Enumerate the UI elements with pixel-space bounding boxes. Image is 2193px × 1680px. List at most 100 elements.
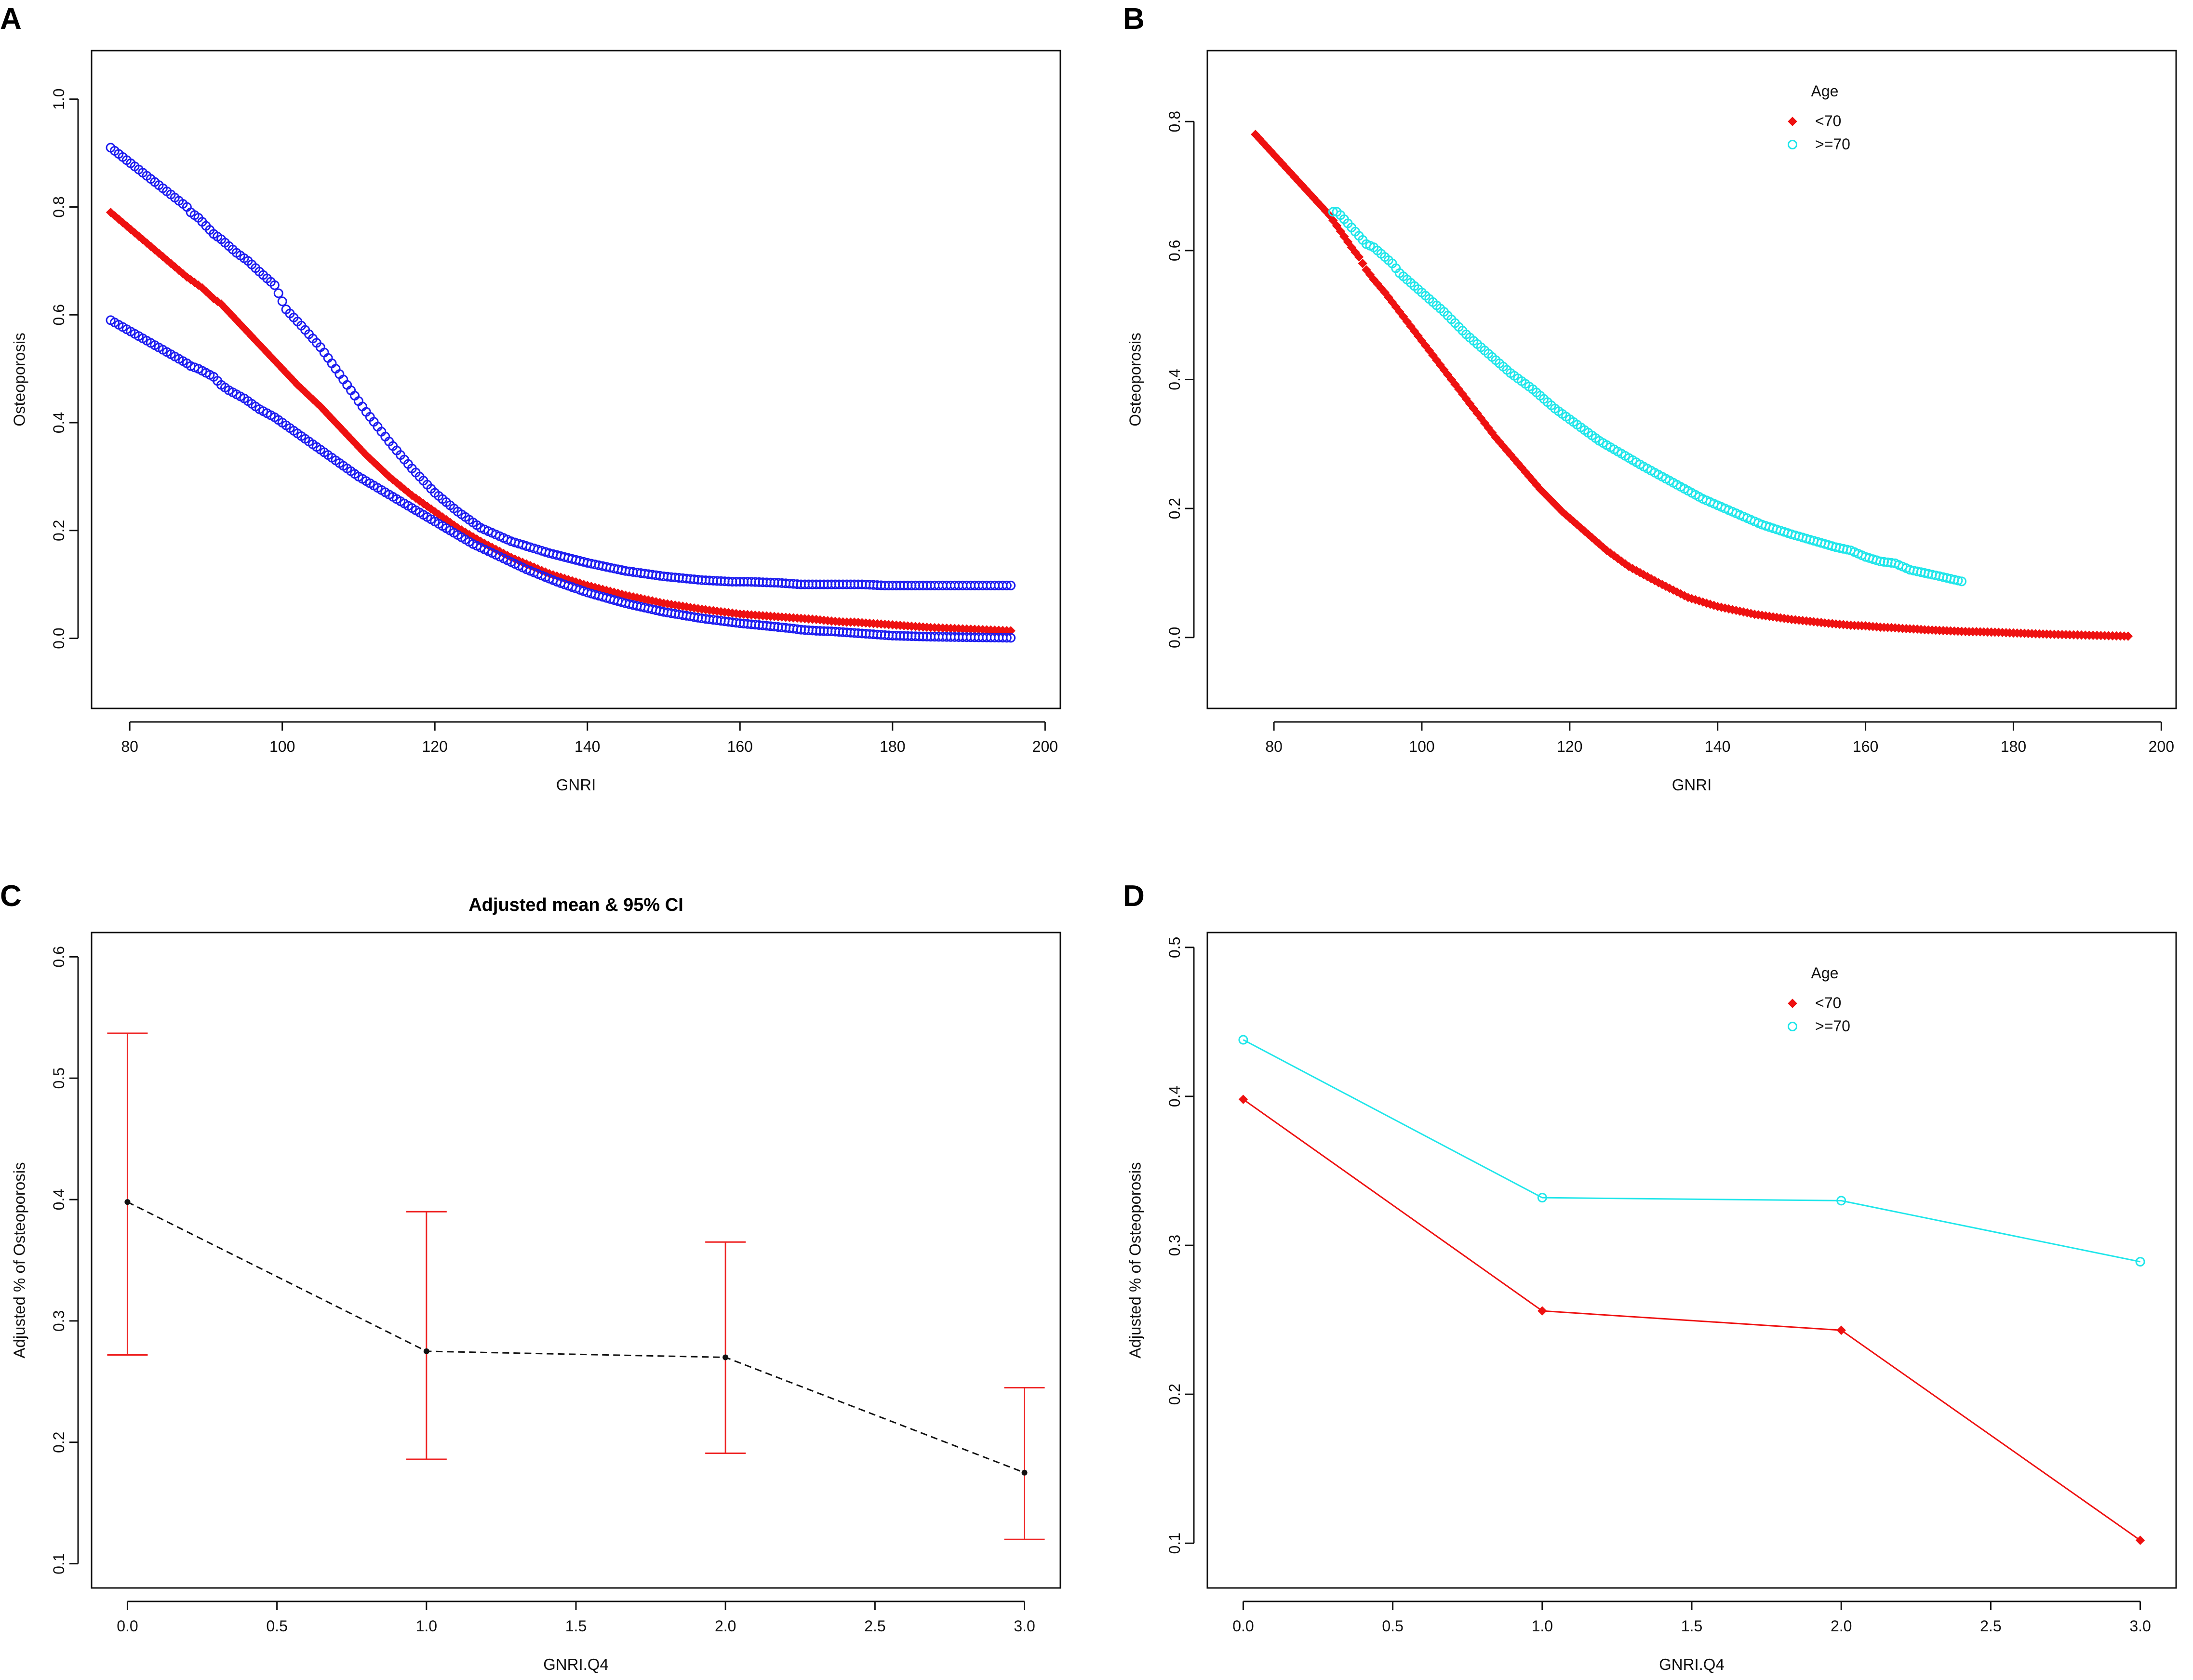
data-point bbox=[1336, 226, 1345, 236]
legend-marker bbox=[1788, 140, 1797, 149]
y-tick-label: 0.0 bbox=[50, 627, 67, 649]
data-point bbox=[1328, 215, 1338, 226]
y-tick-label: 0.5 bbox=[1166, 937, 1183, 958]
legend-marker bbox=[1788, 1022, 1797, 1031]
x-tick-label: 0.0 bbox=[1232, 1617, 1254, 1635]
x-axis-title: GNRI.Q4 bbox=[1659, 1655, 1725, 1673]
data-point bbox=[1358, 258, 1367, 268]
x-tick-label: 100 bbox=[1409, 738, 1434, 755]
plot-frame bbox=[91, 50, 1061, 709]
data-point bbox=[118, 218, 128, 227]
plot-frame bbox=[1206, 50, 2177, 709]
x-tick-label: 1.0 bbox=[1532, 1617, 1553, 1635]
y-tick-label: 0.2 bbox=[50, 520, 67, 541]
series-70 bbox=[1328, 207, 1967, 587]
data-point bbox=[277, 296, 287, 307]
y-tick-label: 0.1 bbox=[50, 1553, 67, 1574]
data-point bbox=[1957, 576, 1967, 587]
series-lower-95-ci bbox=[106, 315, 1016, 643]
panel-b-chart: 80 100 120 140 160 180 200 0.0 0.2 0.4 0.6 0.8 GNRI O… bbox=[1126, 50, 2177, 794]
x-tick-label: 200 bbox=[2149, 738, 2174, 755]
data-point bbox=[1537, 1193, 1547, 1203]
panel-letter-c: C bbox=[0, 880, 22, 913]
series-line bbox=[1243, 1098, 2141, 1541]
legend-title: Age bbox=[1811, 82, 1839, 100]
series-70-plus bbox=[1238, 1035, 2145, 1267]
y-tick-label: 0.0 bbox=[1166, 627, 1183, 648]
x-tick-label: 2.5 bbox=[1980, 1617, 2001, 1635]
y-tick-label: 0.6 bbox=[50, 304, 67, 325]
data-point bbox=[1538, 1306, 1547, 1316]
y-tick-label: 0.8 bbox=[1166, 111, 1183, 132]
panel-c-chart: 0.0 0.5 1.0 1.5 2.0 2.5 3.0 0.1 0.2 0.3 0.4 0.5 0.6 G… bbox=[11, 895, 1061, 1673]
y-tick-label: 0.4 bbox=[50, 1189, 67, 1210]
legend-label: >=70 bbox=[1815, 135, 1850, 153]
legend-marker bbox=[1788, 117, 1797, 126]
data-point bbox=[2123, 631, 2133, 641]
legend-label: <70 bbox=[1815, 994, 1841, 1012]
y-tick-label: 0.2 bbox=[50, 1432, 67, 1453]
x-tick-label: 0.5 bbox=[1382, 1617, 1403, 1635]
x-tick-label: 2.5 bbox=[864, 1617, 885, 1635]
x-tick-label: 160 bbox=[1853, 738, 1878, 755]
x-tick-label: 1.0 bbox=[416, 1617, 437, 1635]
y-tick-label: 0.6 bbox=[1166, 240, 1183, 261]
x-tick-label: 180 bbox=[880, 738, 905, 755]
plot-frame bbox=[91, 932, 1061, 1589]
legend-marker bbox=[1788, 999, 1797, 1008]
series-predicted bbox=[106, 207, 1016, 636]
y-tick-label: 0.8 bbox=[50, 196, 67, 217]
y-tick-label: 0.1 bbox=[1166, 1533, 1183, 1554]
panel-letter-a: A bbox=[0, 2, 22, 36]
x-tick-label: 140 bbox=[575, 738, 600, 755]
y-axis-title: Osteoporosis bbox=[11, 333, 28, 426]
data-point bbox=[1339, 232, 1349, 241]
panel-letter-b: B bbox=[1123, 2, 1145, 36]
mean-dashed-line bbox=[127, 1201, 1025, 1474]
legend-title: Age bbox=[1811, 964, 1839, 982]
y-tick-label: 0.4 bbox=[1166, 1086, 1183, 1107]
x-axis-title: GNRI.Q4 bbox=[543, 1655, 609, 1673]
panel-a-chart: 80 100 120 140 160 180 200 0.0 0.2 0.4 0.6 0.8 1.0 GN… bbox=[11, 50, 1061, 794]
y-axis-title: Adjusted % of Osteoporosis bbox=[11, 1162, 28, 1358]
legend-label: >=70 bbox=[1815, 1017, 1850, 1035]
y-axis-title: Adjusted % of Osteoporosis bbox=[1126, 1162, 1144, 1358]
data-point bbox=[1953, 575, 1963, 586]
legend-label: <70 bbox=[1815, 112, 1841, 130]
y-tick-label: 0.2 bbox=[1166, 498, 1183, 519]
x-tick-label: 120 bbox=[1557, 738, 1582, 755]
panel-letter-d: D bbox=[1123, 880, 1145, 913]
x-axis-title: GNRI bbox=[556, 776, 596, 794]
x-tick-label: 3.0 bbox=[2129, 1617, 2151, 1635]
data-point bbox=[1006, 633, 1016, 643]
data-point bbox=[2135, 1535, 2145, 1545]
data-point bbox=[2135, 1257, 2145, 1267]
x-tick-label: 3.0 bbox=[1014, 1617, 1035, 1635]
y-tick-label: 0.4 bbox=[50, 412, 67, 433]
x-tick-label: 0.5 bbox=[266, 1617, 287, 1635]
x-tick-label: 1.5 bbox=[1681, 1617, 1702, 1635]
y-tick-label: 1.0 bbox=[50, 88, 67, 109]
mean-point bbox=[1021, 1469, 1028, 1476]
y-tick-label: 0.3 bbox=[1166, 1235, 1183, 1256]
data-point bbox=[146, 241, 156, 252]
x-tick-label: 200 bbox=[1032, 738, 1058, 755]
data-point bbox=[1836, 1196, 1846, 1206]
series-70 bbox=[1251, 130, 2133, 641]
y-tick-label: 0.5 bbox=[50, 1067, 67, 1089]
y-axis-title: Osteoporosis bbox=[1126, 333, 1144, 426]
data-point bbox=[1238, 1035, 1248, 1045]
x-tick-label: 0.0 bbox=[117, 1617, 138, 1635]
data-point bbox=[1343, 237, 1353, 247]
data-point bbox=[1002, 580, 1012, 590]
x-tick-label: 2.0 bbox=[715, 1617, 736, 1635]
y-tick-label: 0.2 bbox=[1166, 1384, 1183, 1405]
mean-point bbox=[124, 1199, 131, 1205]
x-tick-label: 120 bbox=[422, 738, 448, 755]
data-point bbox=[1324, 210, 1334, 220]
x-tick-label: 180 bbox=[2001, 738, 2026, 755]
data-point bbox=[273, 288, 283, 298]
data-point bbox=[1238, 1094, 1248, 1104]
data-point bbox=[1002, 633, 1012, 643]
